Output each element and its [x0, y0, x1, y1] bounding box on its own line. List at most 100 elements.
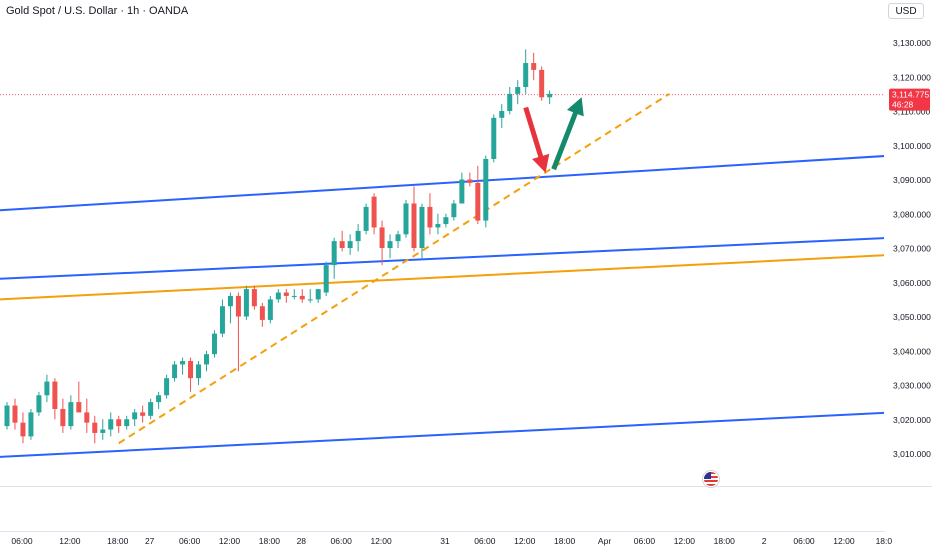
candle[interactable] [371, 193, 377, 235]
candle[interactable] [475, 165, 481, 225]
candle-body [60, 408, 66, 427]
candle[interactable] [84, 398, 90, 433]
candle[interactable] [164, 374, 170, 399]
candle[interactable] [419, 203, 425, 259]
candle[interactable] [427, 193, 433, 235]
down-arrow[interactable] [523, 106, 550, 173]
candle[interactable] [20, 412, 26, 444]
candle-body [211, 333, 217, 355]
candle[interactable] [76, 381, 82, 413]
candle[interactable] [172, 361, 178, 382]
candle-body [307, 299, 313, 301]
x-tick-label: 18:0 [876, 536, 893, 546]
candle[interactable] [387, 234, 393, 259]
candle-body [172, 364, 178, 379]
trendline-upper-channel-line[interactable] [0, 155, 893, 212]
candle[interactable] [188, 357, 194, 392]
candle-body [299, 295, 305, 300]
candle[interactable] [140, 405, 146, 423]
candle[interactable] [116, 415, 122, 433]
candle[interactable] [235, 292, 241, 372]
candle[interactable] [451, 200, 457, 221]
candle[interactable] [251, 285, 257, 310]
candle[interactable] [4, 402, 10, 430]
candle[interactable] [259, 302, 265, 327]
candle[interactable] [435, 213, 441, 235]
candle[interactable] [28, 408, 34, 440]
candle[interactable] [124, 415, 130, 430]
candle-body [411, 203, 417, 248]
candle[interactable] [307, 289, 313, 303]
candle[interactable] [267, 295, 273, 324]
trendline-middle-channel-line[interactable] [0, 237, 893, 280]
candle-body [124, 419, 130, 427]
candle[interactable] [44, 374, 50, 403]
candle[interactable] [243, 285, 249, 320]
trendline-lower-channel-line[interactable] [0, 411, 893, 458]
candle[interactable] [443, 213, 449, 228]
candle[interactable] [483, 155, 489, 228]
candle[interactable] [132, 408, 138, 427]
candle[interactable] [507, 87, 513, 115]
candle[interactable] [467, 172, 473, 187]
candle[interactable] [539, 66, 545, 101]
candle-body [12, 405, 18, 423]
us-flag-event-icon[interactable] [703, 471, 719, 487]
candle[interactable] [148, 398, 154, 420]
candle[interactable] [219, 299, 225, 338]
candle-body [164, 378, 170, 396]
candle[interactable] [283, 289, 289, 303]
candle[interactable] [323, 261, 329, 296]
candle[interactable] [339, 230, 345, 252]
x-tick-label: 12:00 [219, 536, 241, 546]
up-arrow[interactable] [551, 97, 584, 171]
currency-button[interactable]: USD [888, 3, 924, 19]
candle[interactable] [363, 203, 369, 235]
candle[interactable] [315, 289, 321, 303]
trendline-orange-horizontal-support[interactable] [0, 254, 893, 301]
candle[interactable] [499, 104, 505, 129]
candle-body [100, 429, 106, 433]
candle-body [539, 69, 545, 98]
candle[interactable] [204, 350, 209, 372]
candle[interactable] [227, 292, 233, 324]
candle[interactable] [68, 395, 74, 430]
candle[interactable] [355, 224, 361, 252]
candle-body [507, 93, 513, 111]
candle[interactable] [379, 220, 385, 266]
candle[interactable] [331, 237, 337, 279]
candle[interactable] [108, 412, 114, 437]
candle[interactable] [411, 186, 417, 252]
candle-body [180, 361, 186, 365]
candle-body [483, 158, 489, 221]
candle[interactable] [515, 80, 521, 105]
candle[interactable] [299, 289, 305, 303]
candle[interactable] [156, 391, 162, 409]
candle[interactable] [180, 357, 186, 375]
candle[interactable] [275, 289, 281, 303]
candle[interactable] [347, 234, 353, 255]
x-tick-label: Apr [598, 536, 611, 546]
candle[interactable] [395, 230, 401, 248]
price-axis-bg[interactable] [885, 0, 932, 550]
candle[interactable] [12, 398, 18, 430]
candle[interactable] [52, 378, 58, 420]
candle[interactable] [459, 172, 465, 204]
trendline-orange-rising-trendline[interactable] [118, 93, 670, 445]
candle[interactable] [531, 52, 537, 81]
candle[interactable] [92, 415, 98, 444]
candle[interactable] [403, 200, 409, 238]
candle-body [108, 419, 114, 430]
candle[interactable] [211, 330, 217, 358]
candle[interactable] [547, 90, 553, 105]
candle[interactable] [491, 114, 497, 163]
candle[interactable] [36, 391, 42, 416]
candle[interactable] [196, 361, 202, 385]
candle-body [219, 306, 225, 334]
candle[interactable] [100, 419, 106, 440]
candle[interactable] [291, 289, 297, 300]
candle[interactable] [60, 398, 66, 433]
candle[interactable] [523, 49, 529, 94]
